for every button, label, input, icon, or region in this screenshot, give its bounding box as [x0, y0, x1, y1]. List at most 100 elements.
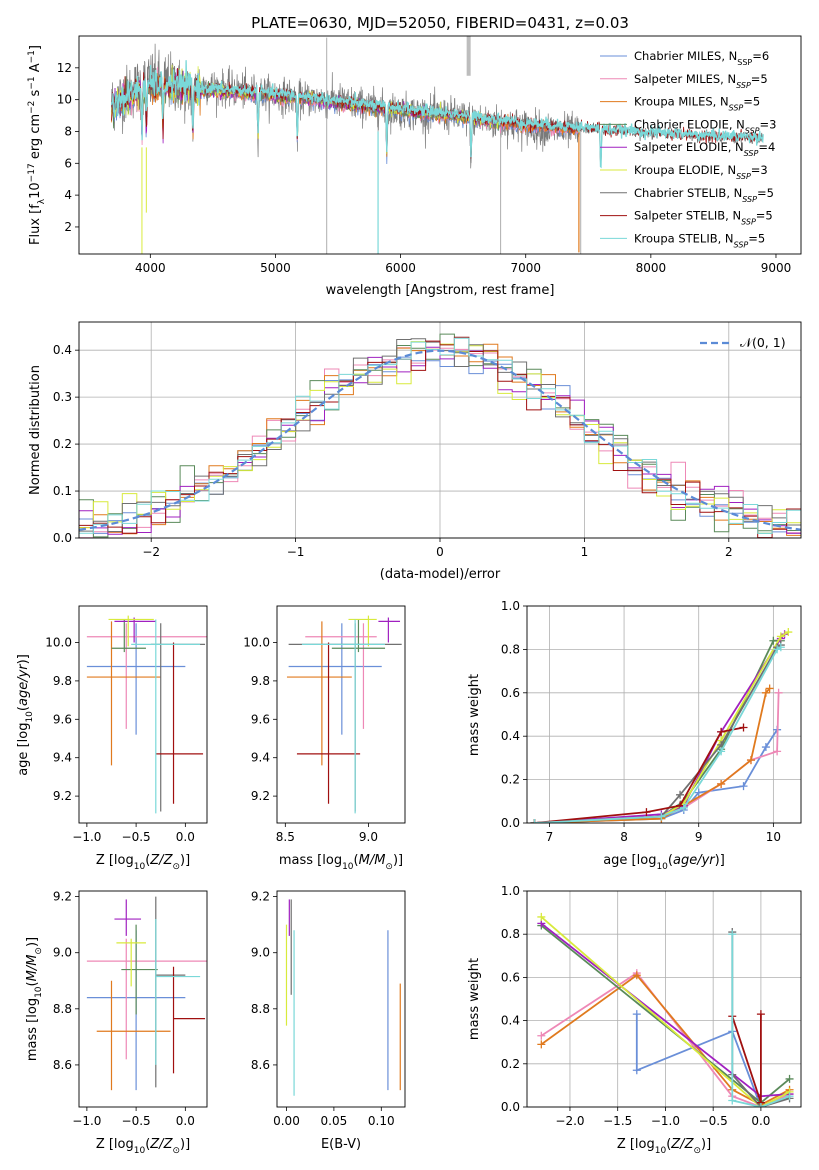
y-axis-label: mass weight	[467, 958, 482, 1040]
x-tick-label: 7	[546, 830, 554, 844]
data-point-marker	[785, 1074, 794, 1083]
y-tick-label: 0.8	[501, 642, 520, 656]
legend-entry: 𝒩(0, 1)	[740, 335, 786, 350]
axes-frame	[276, 890, 406, 1108]
x-tick-label: 0.05	[321, 1114, 348, 1128]
y-tick-label: 9.2	[53, 890, 72, 904]
data-point-marker	[530, 819, 539, 823]
legend-entry: Chabrier MILES, NSSP=6	[634, 49, 769, 67]
legend-entry: Kroupa MILES, NSSP=5	[634, 95, 760, 113]
x-axis-label: (data-model)/error	[380, 567, 501, 582]
x-tick-label: 10	[766, 830, 781, 844]
residual-histogram-step	[79, 337, 801, 538]
age-mass-weight-panel: 7 8 9 10 0.0 0.2 0.4 0.6 0.8 1.0 age [log10(age/yr…	[467, 599, 802, 872]
normal-reference-curve	[79, 349, 801, 531]
x-tick-label: 0.0	[176, 830, 195, 844]
y-tick-label: 8	[64, 124, 72, 138]
plot-area	[286, 615, 402, 814]
legend-entry: Chabrier STELIB, NSSP=5	[634, 186, 774, 204]
y-tick-label: 10.0	[45, 635, 72, 649]
masked-region	[466, 36, 471, 76]
x-tick-label: 8000	[636, 261, 667, 275]
x-tick-label: 9	[695, 830, 703, 844]
data-point-marker	[632, 1066, 641, 1075]
x-axis-label: Z [log10(Z/Z⊙)]	[617, 1137, 711, 1156]
data-point-marker	[717, 779, 726, 788]
x-tick-label: 0	[436, 545, 444, 559]
y-tick-label: 0.8	[501, 927, 520, 941]
x-tick-label: −1.5	[603, 1114, 632, 1128]
x-tick-label: −1.0	[72, 830, 101, 844]
y-tick-label: 0.0	[501, 816, 520, 830]
x-axis-label: age [log10(age/yr)]	[603, 853, 725, 872]
x-tick-label: 2	[725, 545, 733, 559]
y-tick-label: 9.4	[53, 751, 72, 765]
plot-area	[86, 615, 207, 814]
x-axis-label: mass [log10(M/M⊙)]	[279, 853, 403, 872]
data-point-marker	[785, 1092, 794, 1101]
plot-area	[537, 912, 794, 1107]
x-tick-label: 7000	[510, 261, 541, 275]
x-tick-label: 1	[581, 545, 589, 559]
x-tick-label: −0.5	[122, 1114, 151, 1128]
data-point-marker	[537, 1040, 546, 1049]
x-tick-label: 8.5	[276, 830, 295, 844]
data-point-marker	[632, 971, 641, 980]
x-tick-label: −2.0	[555, 1114, 584, 1128]
x-axis-label: Z [log10(Z/Z⊙)]	[96, 1137, 190, 1156]
y-tick-label: 8.8	[53, 1002, 72, 1016]
axes-frame	[78, 605, 208, 824]
spectrum-panel: 4000 5000 6000 7000 8000 9000 2 4 6 8 10 12 waveleng…	[27, 35, 802, 298]
plot-area	[86, 896, 207, 1091]
data-point-marker	[717, 747, 726, 756]
y-tick-label: 0.2	[501, 773, 520, 787]
data-point-marker	[774, 688, 783, 697]
data-point-marker	[679, 803, 688, 812]
y-tick-label: 8.8	[251, 1002, 270, 1016]
ebv-mass-panel: 0.00 0.05 0.10 8.6 8.8 9.0 9.2 E(B-V)	[251, 890, 406, 1152]
legend-entry: Salpeter STELIB, NSSP=5	[634, 209, 773, 227]
data-point-marker	[784, 628, 793, 637]
metallicity-age-panel: −1.0 −0.5 0.0 9.2 9.4 9.6 9.8 10.0 Z [log10(Z/Z⊙…	[16, 605, 208, 872]
data-point-marker	[756, 1103, 765, 1107]
axes-frame	[526, 890, 802, 1108]
data-point-marker	[537, 1031, 546, 1040]
mass-weight-line	[731, 934, 790, 1107]
y-tick-label: 8.6	[53, 1058, 72, 1072]
data-point-marker	[657, 812, 666, 821]
plot-area	[285, 899, 401, 1096]
metallicity-mass-panel: −1.0 −0.5 0.0 8.6 8.8 9.0 9.2 Z [log10(Z/Z⊙)] ma…	[25, 890, 208, 1156]
data-point-marker	[765, 684, 774, 693]
mass-age-panel: 8.5 9.0 9.2 9.4 9.6 9.8 10.0 mass [log10(M/M⊙)]	[243, 605, 406, 872]
metallicity-mass-weight-panel: −2.0 −1.5 −1.0 −0.5 0.0 0.0 0.2 0.4 0.6 0.8 1.0 Z […	[467, 884, 802, 1156]
y-tick-label: 1.0	[501, 599, 520, 613]
x-tick-label: 6000	[385, 261, 416, 275]
data-point-marker	[717, 727, 726, 736]
y-tick-label: 12	[57, 61, 72, 75]
y-tick-label: 0.1	[53, 484, 72, 498]
model-spectrum-line	[110, 60, 764, 169]
data-point-marker	[537, 912, 546, 921]
axes-frame	[526, 605, 802, 824]
y-tick-label: 0.2	[501, 1057, 520, 1071]
axes-frame	[78, 35, 802, 255]
y-tick-label: 1.0	[501, 884, 520, 898]
x-tick-label: 5000	[260, 261, 291, 275]
y-tick-label: 0.6	[501, 686, 520, 700]
y-tick-label: 0.3	[53, 390, 72, 404]
plot-area	[79, 333, 801, 538]
x-tick-label: 0.10	[368, 1114, 395, 1128]
y-tick-label: 0.6	[501, 970, 520, 984]
data-point-marker	[773, 747, 782, 756]
plot-area	[110, 36, 764, 254]
y-tick-label: 9.6	[251, 712, 270, 726]
x-axis-label: E(B-V)	[321, 1137, 361, 1152]
legend-entry: Salpeter ELODIE, NSSP=4	[634, 140, 775, 158]
y-tick-label: 9.2	[53, 789, 72, 803]
y-tick-label: 0.0	[501, 1100, 520, 1114]
data-point-marker	[739, 723, 748, 732]
figure-title: PLATE=0630, MJD=52050, FIBERID=0431, z=0…	[251, 14, 629, 32]
data-point-marker	[756, 1010, 765, 1019]
x-tick-label: −2	[142, 545, 160, 559]
data-point-marker	[632, 1010, 641, 1019]
